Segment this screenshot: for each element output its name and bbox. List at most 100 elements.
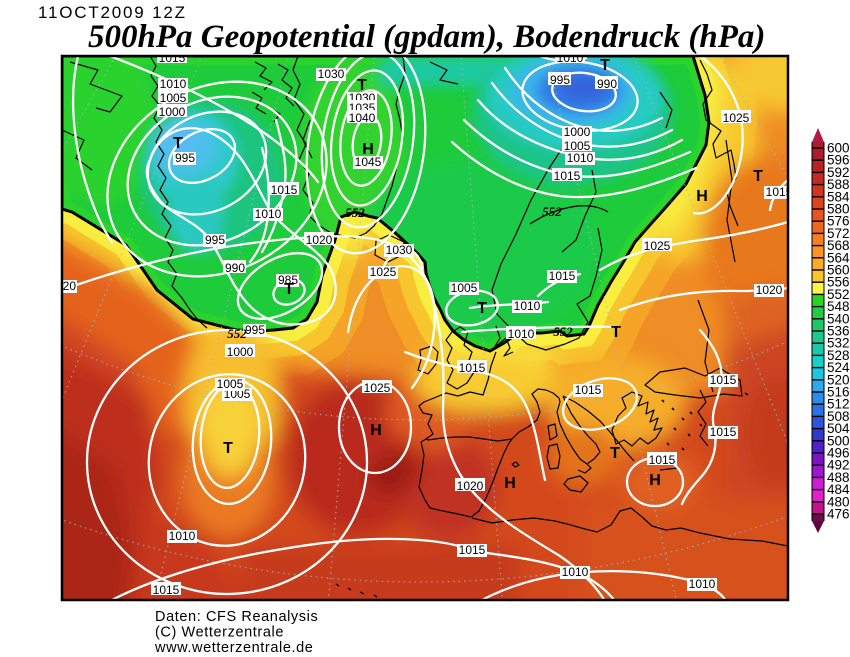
- svg-text:(C) Wetterzentrale: (C) Wetterzentrale: [155, 625, 284, 641]
- svg-text:500hPa Geopotential (gpdam), B: 500hPa Geopotential (gpdam), Bodendruck …: [88, 19, 765, 55]
- svg-text:T: T: [610, 445, 620, 462]
- svg-text:1010: 1010: [562, 565, 589, 579]
- svg-text:568: 568: [827, 238, 850, 253]
- svg-text:1005: 1005: [451, 281, 478, 295]
- svg-text:1005: 1005: [217, 377, 244, 391]
- svg-text:T: T: [477, 300, 487, 317]
- svg-text:H: H: [504, 475, 516, 492]
- svg-text:532: 532: [827, 336, 850, 351]
- svg-text:552: 552: [827, 287, 850, 302]
- svg-text:1015: 1015: [549, 269, 576, 283]
- svg-text:492: 492: [827, 458, 850, 473]
- svg-text:T: T: [223, 440, 233, 457]
- svg-text:1010: 1010: [169, 529, 196, 543]
- svg-text:512: 512: [827, 397, 850, 412]
- svg-text:1010: 1010: [508, 327, 535, 341]
- svg-text:1020: 1020: [457, 479, 484, 493]
- svg-text:1015: 1015: [159, 51, 186, 65]
- svg-text:995: 995: [205, 233, 225, 247]
- svg-text:T: T: [173, 135, 183, 152]
- svg-text:1010: 1010: [160, 77, 187, 91]
- svg-text:548: 548: [827, 299, 850, 314]
- svg-text:584: 584: [827, 189, 850, 204]
- svg-text:580: 580: [827, 202, 850, 217]
- svg-text:576: 576: [827, 214, 850, 229]
- svg-text:1015: 1015: [766, 185, 793, 199]
- svg-text:1005: 1005: [564, 139, 591, 153]
- svg-text:484: 484: [827, 482, 850, 497]
- svg-text:572: 572: [827, 226, 850, 241]
- svg-text:1020: 1020: [756, 283, 783, 297]
- svg-text:1030: 1030: [318, 67, 345, 81]
- svg-text:1020: 1020: [306, 233, 333, 247]
- svg-text:990: 990: [597, 77, 617, 91]
- svg-text:1010: 1010: [567, 151, 594, 165]
- svg-text:H: H: [696, 188, 708, 205]
- svg-text:520: 520: [827, 372, 850, 387]
- svg-text:1000: 1000: [564, 125, 591, 139]
- svg-text:995: 995: [550, 73, 570, 87]
- svg-text:1030: 1030: [386, 243, 413, 257]
- svg-text:1025: 1025: [370, 265, 397, 279]
- svg-text:1000: 1000: [159, 105, 186, 119]
- svg-text:H: H: [370, 422, 382, 439]
- svg-text:524: 524: [827, 360, 850, 375]
- svg-text:H: H: [362, 141, 374, 158]
- svg-text:1010: 1010: [514, 299, 541, 313]
- svg-text:1040: 1040: [349, 111, 376, 125]
- svg-text:540: 540: [827, 311, 850, 326]
- svg-text:476: 476: [827, 507, 850, 522]
- svg-text:560: 560: [827, 263, 850, 278]
- svg-text:596: 596: [827, 153, 850, 168]
- svg-text:500: 500: [827, 433, 850, 448]
- svg-text:588: 588: [827, 177, 850, 192]
- svg-text:T: T: [284, 281, 294, 298]
- svg-text:995: 995: [245, 323, 265, 337]
- svg-text:995: 995: [175, 151, 195, 165]
- svg-text:556: 556: [827, 275, 850, 290]
- svg-text:552: 552: [542, 204, 562, 219]
- svg-text:11OCT2009 12Z: 11OCT2009 12Z: [38, 3, 187, 22]
- svg-text:1015: 1015: [271, 183, 298, 197]
- svg-text:516: 516: [827, 385, 850, 400]
- svg-text:504: 504: [827, 421, 850, 436]
- svg-text:1005: 1005: [160, 91, 187, 105]
- svg-text:1015: 1015: [459, 361, 486, 375]
- svg-text:990: 990: [225, 261, 245, 275]
- svg-text:552: 552: [345, 205, 365, 220]
- svg-text:020: 020: [56, 279, 76, 293]
- svg-text:1015: 1015: [459, 543, 486, 557]
- svg-text:1010: 1010: [255, 207, 282, 221]
- svg-text:528: 528: [827, 348, 850, 363]
- svg-text:Daten: CFS Reanalysis: Daten: CFS Reanalysis: [155, 609, 318, 625]
- svg-text:1010: 1010: [557, 51, 584, 65]
- svg-text:1025: 1025: [723, 111, 750, 125]
- svg-text:T: T: [357, 77, 367, 94]
- svg-text:592: 592: [827, 165, 850, 180]
- svg-text:H: H: [649, 472, 661, 489]
- svg-text:496: 496: [827, 446, 850, 461]
- svg-text:www.wetterzentrale.de: www.wetterzentrale.de: [154, 640, 313, 656]
- svg-text:480: 480: [827, 494, 850, 509]
- svg-text:1045: 1045: [355, 155, 382, 169]
- svg-text:1015: 1015: [710, 425, 737, 439]
- svg-text:1015: 1015: [153, 583, 180, 597]
- svg-text:552: 552: [553, 324, 573, 339]
- svg-text:T: T: [753, 168, 763, 185]
- svg-text:1015: 1015: [710, 373, 737, 387]
- svg-text:600: 600: [827, 141, 850, 156]
- svg-text:985: 985: [278, 273, 298, 287]
- svg-text:1000: 1000: [227, 345, 254, 359]
- svg-text:1015: 1015: [554, 169, 581, 183]
- svg-text:1010: 1010: [689, 577, 716, 591]
- svg-text:T: T: [611, 324, 621, 341]
- svg-text:1015: 1015: [649, 453, 676, 467]
- svg-text:1015: 1015: [575, 383, 602, 397]
- svg-text:T: T: [600, 57, 610, 74]
- svg-text:508: 508: [827, 409, 850, 424]
- svg-text:1025: 1025: [364, 381, 391, 395]
- svg-text:488: 488: [827, 470, 850, 485]
- svg-text:552: 552: [227, 326, 247, 341]
- svg-text:536: 536: [827, 324, 850, 339]
- svg-text:1025: 1025: [644, 239, 671, 253]
